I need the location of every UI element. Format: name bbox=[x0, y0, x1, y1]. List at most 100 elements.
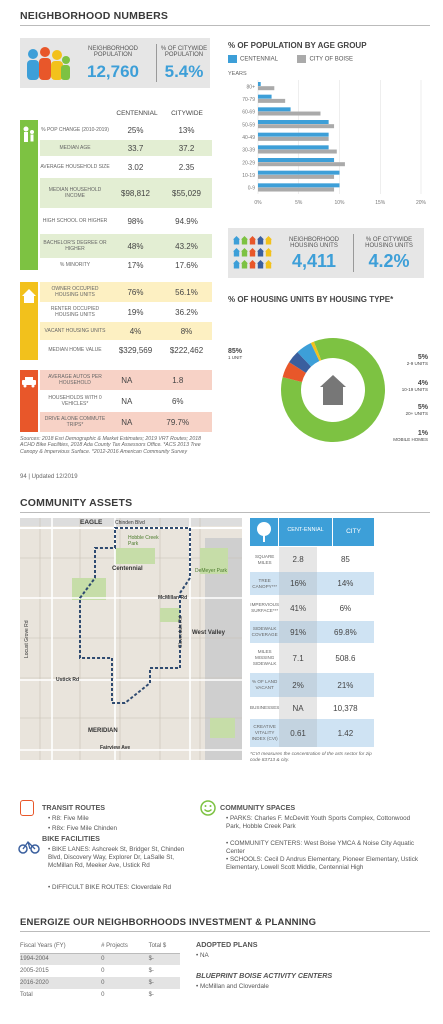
community-spaces-title: COMMUNITY SPACES bbox=[220, 803, 296, 812]
donut-label-1unit: 85% 1 UNIT bbox=[228, 348, 243, 360]
car-icon bbox=[22, 377, 36, 388]
bike-icon bbox=[18, 840, 40, 854]
table-row: % OF LAND VACANT 2% 21% bbox=[250, 673, 374, 697]
bar-boise bbox=[258, 86, 275, 91]
table-row: MILES MISSING SIDEWALK 7.1 508.6 bbox=[250, 643, 374, 673]
section-title-energize: ENERGIZE OUR NEIGHBORHOODS INVESTMENT & … bbox=[20, 917, 317, 928]
tree-icon bbox=[257, 522, 271, 542]
y-tick-label: 40-49 bbox=[242, 135, 255, 141]
housing-units-label: NEIGHBORHOOD HOUSING UNITS bbox=[288, 237, 339, 249]
table-row: DRIVE ALONE COMMUTE TRIPS* NA 79.7% bbox=[40, 412, 212, 432]
housing-table: OWNER OCCUPIED HOUSING UNITS 76% 56.1% REN… bbox=[40, 282, 212, 360]
map-label-ustick: Ustick Rd bbox=[56, 677, 80, 683]
population-pct-value: 5.4% bbox=[164, 62, 204, 81]
bar-centennial bbox=[258, 158, 335, 162]
housing-units-pct: 4.2% bbox=[368, 251, 410, 271]
adopted-plans-item: • NA bbox=[196, 952, 209, 959]
bus-icon bbox=[20, 800, 34, 816]
adopted-plans-title: ADOPTED PLANS bbox=[196, 940, 258, 949]
table-row: % MINORITY 17% 17.6% bbox=[40, 258, 212, 272]
x-tick-label: 15% bbox=[375, 200, 386, 206]
housing-units-value: 4,411 bbox=[291, 251, 337, 271]
donut-slice-10-19-units bbox=[289, 352, 312, 373]
population-label: NEIGHBORHOOD POPULATION bbox=[87, 46, 138, 58]
section-title-community-assets: COMMUNITY ASSETS bbox=[20, 497, 133, 509]
table-row: RENTER OCCUPIED HOUSING UNITS 19% 36.2% bbox=[40, 302, 212, 322]
bar-boise bbox=[258, 111, 321, 116]
table-row: CREATIVE VITALITY INDEX (CVI) 0.61 1.42 bbox=[250, 719, 374, 747]
table-row: BUSINESSES NA 10,378 bbox=[250, 697, 374, 719]
house-icon bbox=[22, 289, 36, 303]
bar-centennial bbox=[258, 107, 291, 112]
legend-centennial: CENTENNIAL bbox=[240, 56, 278, 63]
bar-boise bbox=[258, 187, 335, 192]
y-tick-label: 20-29 bbox=[242, 160, 255, 166]
map-label-chinden: Chinden Blvd bbox=[115, 520, 145, 526]
bar-centennial bbox=[258, 183, 340, 188]
table-row: HIGH SCHOOL OR HIGHER 98% 94.9% bbox=[40, 208, 212, 234]
community-parks: • PARKS: Charles F. McDevitt Youth Sport… bbox=[226, 815, 411, 830]
y-tick-label: 80+ bbox=[247, 84, 256, 90]
age-chart: YEARS 0% 5% 10% 15% 20% 80+ 70-79 60-69 50-59 40-4… bbox=[228, 71, 426, 206]
donut-label-2-9: 5% 2-9 UNITS bbox=[406, 354, 428, 366]
bar-centennial bbox=[258, 132, 329, 137]
demographics-icon-bar bbox=[20, 120, 38, 270]
table-row: 2016-2020 0 $- bbox=[20, 977, 180, 989]
donut-slice-20-units bbox=[297, 342, 320, 367]
map-label-west-valley: West Valley bbox=[192, 630, 225, 636]
table-row: MEDIAN AGE 33.7 37.2 bbox=[40, 140, 212, 156]
y-tick-label: 60-69 bbox=[242, 110, 255, 116]
people-icon bbox=[27, 47, 70, 80]
table-row: IMPERVIOUS SURFACE*** 41% 6% bbox=[250, 595, 374, 621]
donut-label-20plus: 5% 20+ UNITS bbox=[405, 404, 428, 416]
bar-boise bbox=[258, 98, 286, 103]
cvi-note: *CVI measures the concentration of the a… bbox=[250, 752, 372, 763]
neighborhood-map: EAGLE Chinden Blvd Hobble Creek Park Cen… bbox=[20, 518, 242, 760]
bar-boise bbox=[258, 162, 345, 167]
age-chart-title: % OF POPULATION BY AGE GROUP bbox=[228, 41, 367, 50]
x-tick-label: 5% bbox=[295, 200, 303, 206]
houses-grid-icon bbox=[233, 236, 272, 269]
population-box: NEIGHBORHOOD POPULATION 12,760 % OF CITY… bbox=[20, 38, 210, 88]
bar-boise bbox=[258, 136, 329, 141]
transit-item: • R8x: Five Mile Chinden bbox=[48, 825, 118, 832]
map-label-locust: Locust Grove Rd bbox=[24, 620, 30, 658]
bar-centennial bbox=[258, 94, 272, 99]
table-row: OWNER OCCUPIED HOUSING UNITS 76% 56.1% bbox=[40, 282, 212, 302]
table-row: VACANT HOUSING UNITS 4% 8% bbox=[40, 322, 212, 340]
family-icon bbox=[23, 126, 34, 142]
table-row: AVERAGE HOUSEHOLD SIZE 3.02 2.35 bbox=[40, 156, 212, 178]
sources-note: Sources: 2018 Esri Demographic & Market … bbox=[20, 436, 201, 455]
legend-boise: CITY OF BOISE bbox=[309, 56, 354, 63]
table-row: % POP CHANGE (2010-2019) 25% 13% bbox=[40, 120, 212, 140]
y-axis-label: YEARS bbox=[228, 71, 247, 77]
house-center-icon bbox=[320, 375, 346, 405]
y-tick-label: 30-39 bbox=[242, 148, 255, 154]
map-label-fairview: Fairview Ave bbox=[100, 745, 131, 751]
donut-slice-mobile-homes bbox=[310, 341, 322, 362]
assets-header-city: CITY bbox=[333, 518, 374, 546]
donut-chart-title: % OF HOUSING UNITS BY HOUSING TYPE* bbox=[228, 295, 394, 304]
population-pct-label: % OF CITYWIDE POPULATION bbox=[160, 46, 208, 58]
table-row: MEDIAN HOME VALUE $329,569 $222,462 bbox=[40, 340, 212, 360]
blueprint-title: BLUEPRINT BOISE ACTIVITY CENTERS bbox=[196, 971, 333, 980]
housing-units-box: NEIGHBORHOOD HOUSING UNITS 4,411 % OF CI… bbox=[228, 228, 424, 278]
housing-units-pct-label: % OF CITYWIDE HOUSING UNITS bbox=[365, 237, 413, 249]
donut-slice-1-unit bbox=[281, 338, 385, 442]
blueprint-item: • McMillan and Cloverdale bbox=[196, 983, 269, 990]
table-row: SIDEWALK COVERAGE 91% 69.8% bbox=[250, 621, 374, 643]
donut-label-10-19: 4% 10-19 UNITS bbox=[401, 380, 428, 392]
map-label-centennial: Centennial bbox=[112, 566, 143, 572]
bar-centennial bbox=[258, 145, 329, 150]
y-tick-label: 10-19 bbox=[242, 173, 255, 179]
smiley-icon bbox=[200, 800, 216, 816]
table-row: Total 0 $- bbox=[20, 992, 154, 998]
x-tick-label: 20% bbox=[416, 200, 426, 206]
transit-item: • R8: Five Mile bbox=[48, 815, 89, 822]
community-schools: • SCHOOLS: Cecil D Andrus Elementary, Pi… bbox=[226, 856, 418, 871]
demographics-table: % POP CHANGE (2010-2019) 25% 13% MEDIAN AG… bbox=[40, 120, 212, 272]
map-graphic bbox=[20, 518, 242, 760]
transport-icon-bar bbox=[20, 370, 38, 432]
map-label-cloverdale: Cloverdale Rd bbox=[178, 616, 184, 648]
transit-title: TRANSIT ROUTES bbox=[42, 803, 106, 812]
